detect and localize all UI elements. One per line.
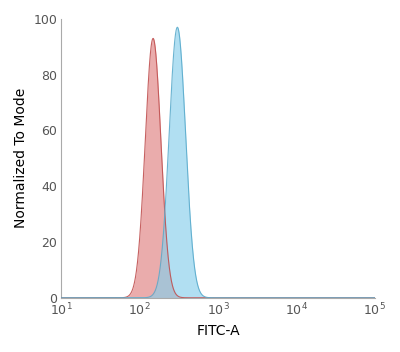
X-axis label: FITC-A: FITC-A [196, 324, 240, 338]
Y-axis label: Normalized To Mode: Normalized To Mode [14, 88, 28, 228]
